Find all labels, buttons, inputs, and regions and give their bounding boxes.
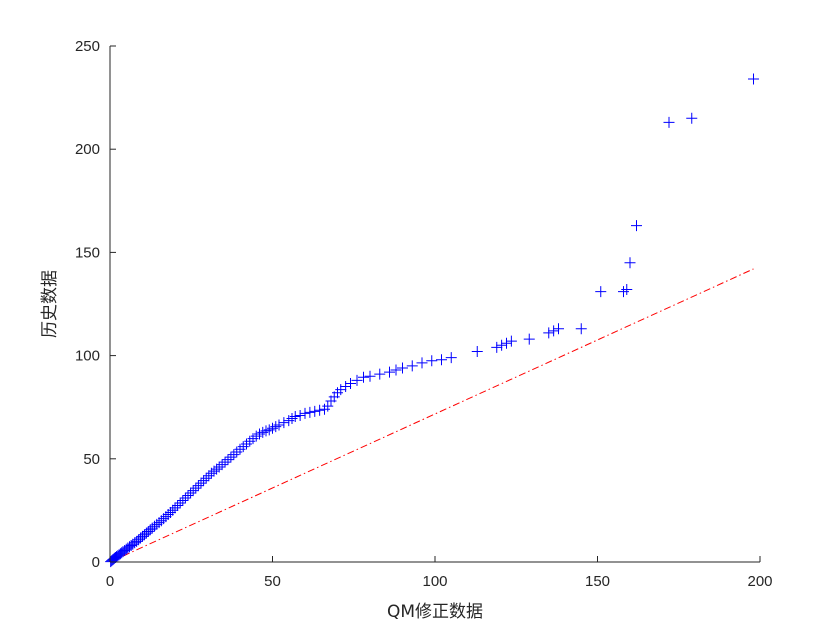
data-point [213,461,225,473]
data-point [496,339,508,351]
data-point [390,364,402,376]
data-point [471,345,483,357]
y-tick-label: 200 [75,141,100,158]
data-point [200,472,212,484]
data-point [358,371,369,383]
data-point [195,477,207,489]
data-point [319,403,330,415]
y-tick-label: 150 [75,244,100,261]
data-point [523,333,535,345]
x-tick-label: 100 [422,573,447,590]
data-point [304,406,316,418]
data-point [543,327,555,339]
data-point [663,116,675,128]
data-point [397,362,408,374]
data-point [445,352,457,364]
data-point [172,499,184,511]
x-ticks: 0 50 100 150 200 [106,556,773,590]
data-point [247,433,259,445]
data-point [203,470,215,482]
data-point [335,384,347,396]
data-point [426,355,438,367]
reference-line [109,268,754,563]
data-point [624,257,636,269]
data-point [595,286,607,298]
data-point [162,509,174,521]
data-points-layer [105,73,759,568]
data-point [273,419,285,431]
axes [109,46,760,563]
data-point [198,475,210,487]
data-point [169,502,181,514]
data-point [254,428,265,440]
y-tick-label: 0 [92,554,100,571]
data-point [187,485,199,497]
data-point [631,220,642,232]
data-point [260,425,272,437]
data-point [501,337,512,349]
data-point [174,497,186,509]
data-point [548,325,560,337]
x-axis-label: QM修正数据 [387,602,483,622]
data-point [384,366,395,378]
y-tick-label: 50 [83,451,100,468]
data-point [234,443,246,455]
data-point [192,480,204,492]
data-point [211,463,223,475]
data-point [231,446,243,458]
data-point [241,438,252,450]
y-tick-label: 250 [75,38,100,55]
data-point [182,490,194,502]
data-point [267,422,278,434]
data-point [263,424,275,436]
data-point [309,405,321,417]
data-point [686,112,698,124]
data-point [340,381,352,393]
y-axis-label: 历史数据 [40,270,60,338]
data-point [748,73,759,85]
data-point [345,377,356,389]
reference-line-layer [109,268,754,563]
data-point [416,357,428,369]
data-point [222,454,234,466]
data-point [299,407,311,419]
data-point [228,449,240,461]
data-point [167,504,179,516]
data-point [364,370,376,382]
data-point [314,404,326,416]
data-point [237,441,249,453]
data-point [505,335,517,347]
data-point [289,410,301,422]
data-point [225,451,237,463]
data-point [553,323,564,335]
data-point [575,323,587,335]
data-point [185,487,197,499]
y-tick-label: 100 [75,348,100,365]
data-point [351,374,363,386]
x-tick-label: 50 [264,573,281,590]
data-point [164,506,176,518]
data-point [621,284,633,296]
data-point [618,286,629,298]
data-point [216,459,228,471]
data-point [374,368,386,380]
data-point [244,435,256,447]
data-point [491,341,503,353]
data-point [179,492,191,504]
data-point [177,494,189,506]
data-point [436,354,447,366]
data-point [190,482,202,494]
x-tick-label: 150 [585,573,610,590]
y-ticks: 0 50 100 150 200 250 [75,38,116,571]
data-point [278,417,290,429]
x-tick-label: 0 [106,573,114,590]
data-point [406,360,418,372]
x-tick-label: 200 [747,573,772,590]
data-point [294,409,306,421]
data-point [219,456,231,468]
